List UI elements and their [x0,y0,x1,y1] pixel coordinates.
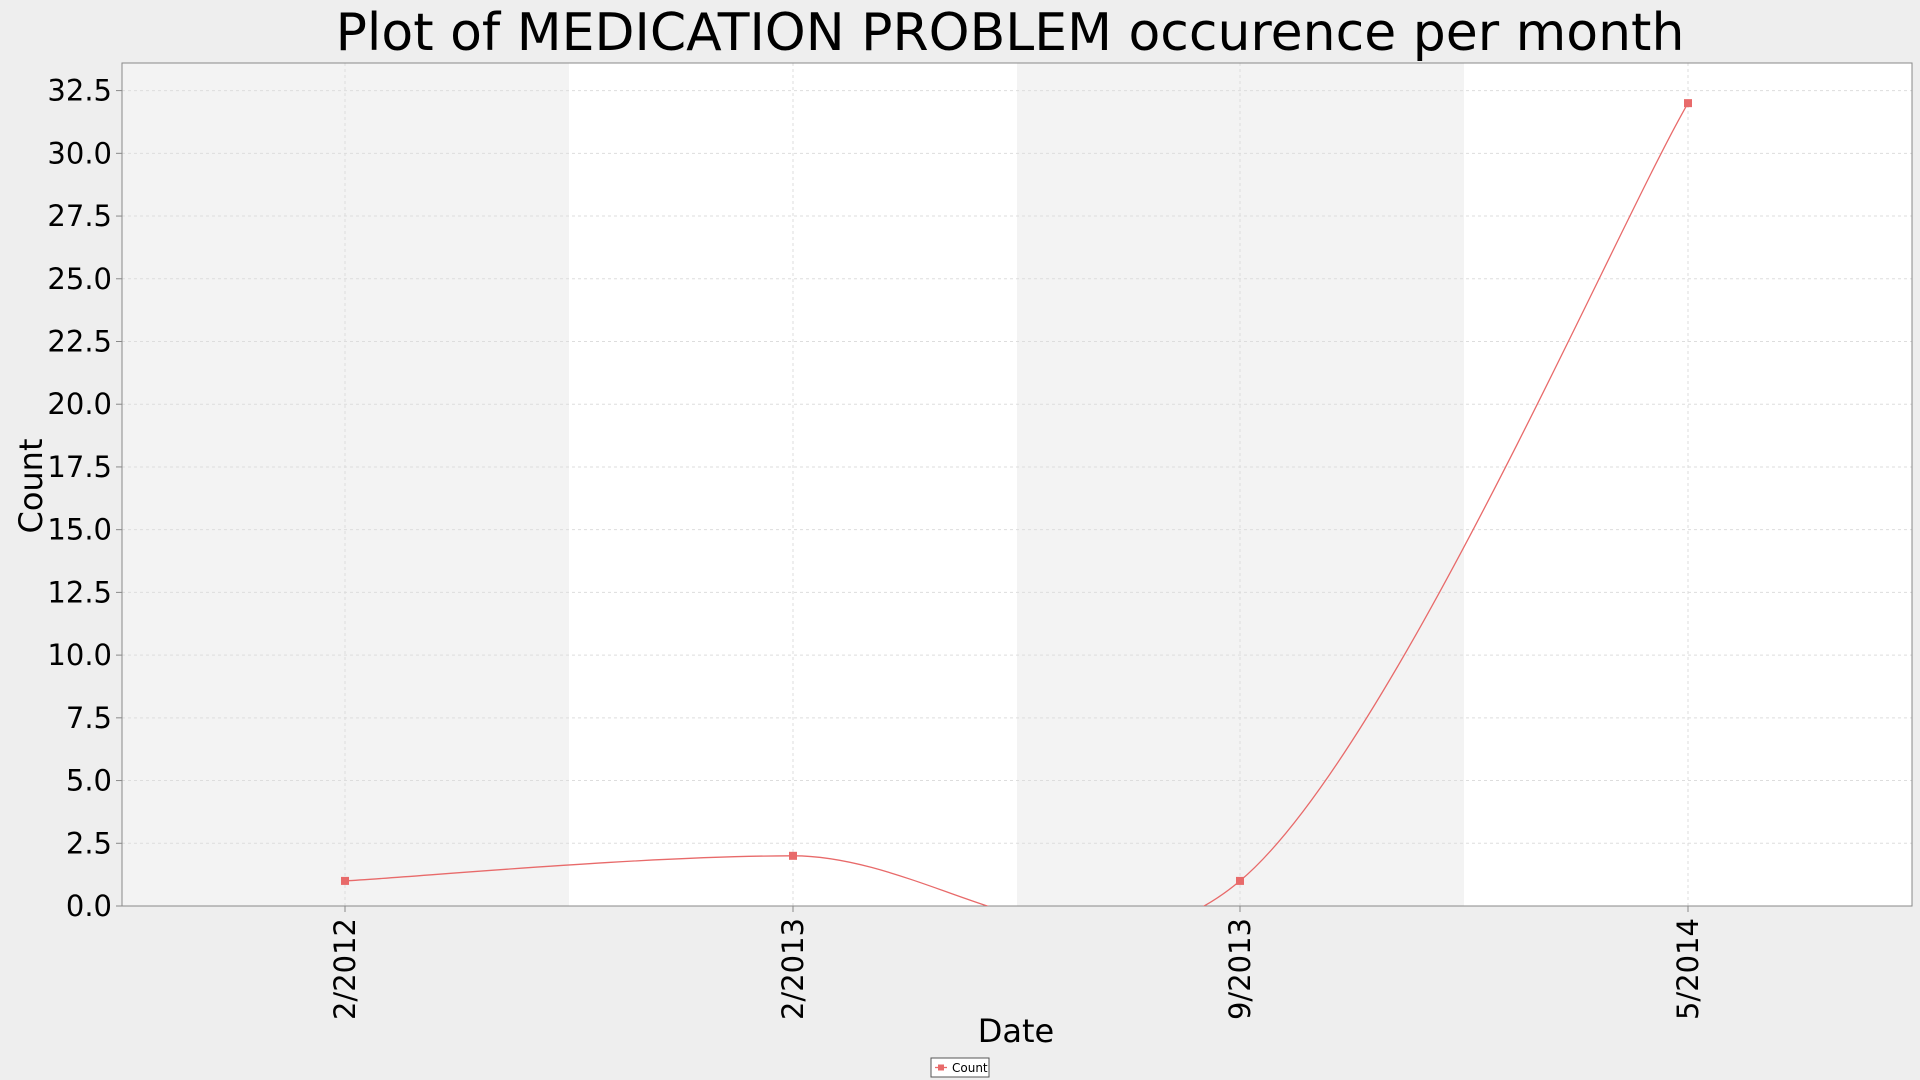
y-tick-label: 25.0 [47,262,112,296]
data-point [1684,99,1692,108]
y-tick-label: 2.5 [66,826,112,860]
x-axis-label: Date [978,1012,1054,1050]
series-line [344,102,1689,906]
x-tick-label: 2/2013 [776,918,810,1020]
y-tick-label: 27.5 [47,199,112,233]
y-axis-label: Count [12,438,50,533]
plot-border [121,62,1913,907]
y-tick-label: 7.5 [66,701,112,735]
y-tick-label: 22.5 [47,324,112,358]
x-tick-label: 2/2012 [328,918,362,1020]
y-tick-label: 0.0 [66,889,112,923]
y-tick-label: 15.0 [47,513,112,547]
data-point [341,876,349,885]
legend-marker [938,1064,944,1071]
legend-label: Count [952,1061,988,1075]
data-point [789,851,797,860]
y-tick-label: 10.0 [47,638,112,672]
y-tick-label: 5.0 [66,764,112,798]
chart-title: Plot of MEDICATION PROBLEM occurence per… [336,3,1685,63]
y-tick-label: 17.5 [47,450,112,484]
legend-box [930,1057,990,1078]
data-point [1236,876,1244,885]
legend: Count [930,1057,990,1078]
x-tick-label: 5/2014 [1671,918,1705,1020]
y-tick-label: 30.0 [47,136,112,170]
x-tick-label: 9/2013 [1223,918,1257,1020]
y-tick-label: 12.5 [47,575,112,609]
y-tick-label: 20.0 [47,387,112,421]
y-tick-label: 32.5 [47,74,112,108]
plot-area: 0.0 2.5 5.0 7.5 10.0 12.5 15.0 17.5 20.0 22.5 25.0… [47,62,1913,1020]
